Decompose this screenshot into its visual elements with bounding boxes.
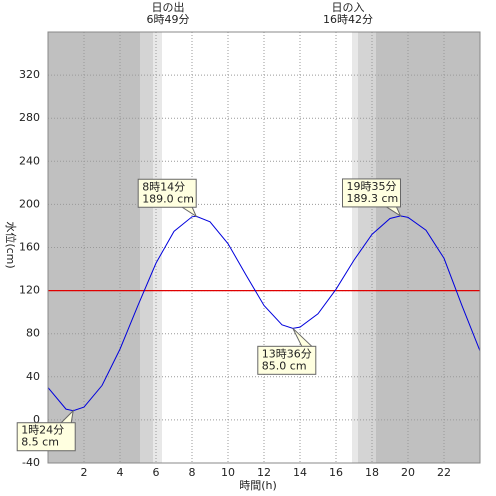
y-tick-label: 160 bbox=[19, 241, 40, 254]
callout-pointer bbox=[181, 206, 198, 218]
callout-time: 8時14分 bbox=[142, 180, 185, 193]
y-tick-label: 320 bbox=[19, 68, 40, 81]
x-tick-label: 2 bbox=[81, 466, 88, 479]
callout-pointer bbox=[292, 327, 313, 347]
x-tick-label: 6 bbox=[153, 466, 160, 479]
callout-box bbox=[257, 345, 317, 375]
x-tick-label: 14 bbox=[293, 466, 307, 479]
twilight-band bbox=[153, 32, 162, 463]
x-tick-label: 8 bbox=[189, 466, 196, 479]
x-tick-label: 12 bbox=[257, 466, 271, 479]
x-tick-label: 16 bbox=[329, 466, 343, 479]
x-tick-label: 10 bbox=[221, 466, 235, 479]
callout-level: 85.0 cm bbox=[262, 359, 307, 372]
sunset-time: 16時42分 bbox=[323, 13, 373, 26]
y-tick-label: 200 bbox=[19, 197, 40, 210]
y-tick-label: 80 bbox=[26, 327, 40, 340]
y-tick-label: 0 bbox=[33, 413, 40, 426]
sunrise-label: 日の出 bbox=[152, 0, 185, 14]
callout-time: 13時36分 bbox=[262, 347, 312, 360]
x-tick-label: 18 bbox=[365, 466, 379, 479]
callout-pointer bbox=[386, 206, 402, 218]
tide-line bbox=[47, 215, 481, 412]
callout-time: 19時35分 bbox=[346, 180, 396, 193]
y-axis-label: 水位(cm) bbox=[4, 221, 18, 268]
y-tick-label: 40 bbox=[26, 370, 40, 383]
callout-pointer bbox=[60, 409, 74, 424]
sunrise-time: 6時49分 bbox=[147, 13, 190, 26]
x-tick-label: 4 bbox=[117, 466, 124, 479]
sunset-label: 日の入 bbox=[332, 1, 365, 14]
callout-box bbox=[137, 178, 197, 208]
callout-time: 1時24分 bbox=[21, 424, 64, 437]
y-tick-label: 280 bbox=[19, 111, 40, 124]
y-tick-label: 240 bbox=[19, 154, 40, 167]
callout-level: 189.0 cm bbox=[142, 192, 194, 205]
y-tick-label: -40 bbox=[22, 456, 40, 469]
y-tick-label: 120 bbox=[19, 284, 40, 297]
callout-level: 8.5 cm bbox=[21, 436, 59, 449]
callout-level: 189.3 cm bbox=[346, 192, 398, 205]
x-tick-label: 22 bbox=[437, 466, 451, 479]
night-band bbox=[376, 32, 480, 463]
x-tick-label: 20 bbox=[401, 466, 415, 479]
twilight-band bbox=[140, 32, 153, 463]
callout-box bbox=[341, 178, 401, 208]
x-axis-label: 時間(h) bbox=[239, 479, 277, 492]
plot-border bbox=[47, 31, 481, 464]
callout-box bbox=[16, 422, 76, 452]
